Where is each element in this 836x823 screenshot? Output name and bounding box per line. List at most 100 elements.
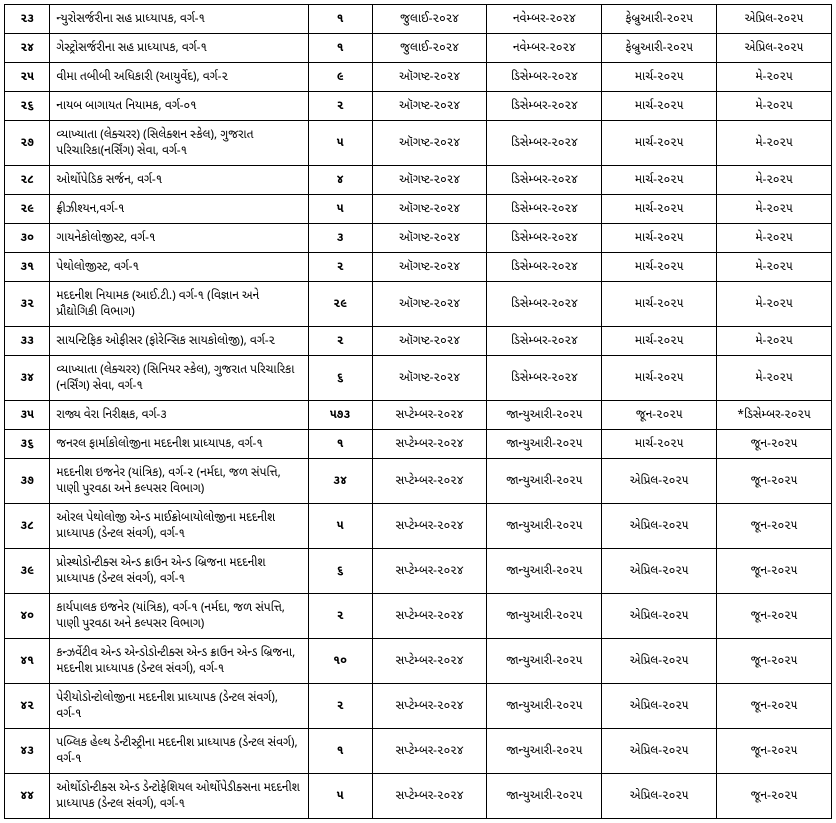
- sr-no: ૩૮: [5, 504, 50, 549]
- table-row: ૩૮ઓરલ પેથોલોજી એન્ડ માઈક્રોબાયોલોજીના મદ…: [5, 504, 832, 549]
- date-col-1: સપ્ટેમ્બર-૨૦૨૪: [372, 459, 487, 504]
- date-col-1: સપ્ટેમ્બર-૨૦૨૪: [372, 774, 487, 819]
- sr-no: ૨૫: [5, 63, 50, 92]
- date-col-1: ઑગષ્ટ-૨૦૨૪: [372, 195, 487, 224]
- date-col-4: જૂન-૨૦૨૫: [717, 549, 832, 594]
- date-col-2: ડિસેમ્બર-૨૦૨૪: [487, 253, 602, 282]
- sr-no: ૨૩: [5, 5, 50, 34]
- vacancies: ૩૪: [308, 459, 372, 504]
- date-col-3: માર્ચ-૨૦૨૫: [602, 224, 717, 253]
- date-col-3: એપ્રિલ-૨૦૨૫: [602, 459, 717, 504]
- table-row: ૩૦ગાયનેકોલોજીસ્ટ, વર્ગ-૧૩ઑગષ્ટ-૨૦૨૪ડિસેમ…: [5, 224, 832, 253]
- date-col-3: ફેબ્રુઆરી-૨૦૨૫: [602, 5, 717, 34]
- schedule-table: ૨૩ન્યુરોસર્જરીના સહ પ્રાધ્યાપક, વર્ગ-૧૧જ…: [4, 4, 832, 819]
- date-col-2: ડિસેમ્બર-૨૦૨૪: [487, 282, 602, 327]
- table-row: ૪૦કાર્યપાલક ઇજનેર (યાંત્રિક), વર્ગ-૧ (નર…: [5, 594, 832, 639]
- post-name: કાર્યપાલક ઇજનેર (યાંત્રિક), વર્ગ-૧ (નર્મ…: [50, 594, 308, 639]
- sr-no: ૩૩: [5, 327, 50, 356]
- date-col-1: જુલાઈ-૨૦૨૪: [372, 34, 487, 63]
- date-col-1: સપ્ટેમ્બર-૨૦૨૪: [372, 401, 487, 430]
- date-col-4: જૂન-૨૦૨૫: [717, 430, 832, 459]
- table-row: ૩૫રાજ્ય વેરા નિરીક્ષક, વર્ગ-૩૫૭૩સપ્ટેમ્બ…: [5, 401, 832, 430]
- date-col-3: એપ્રિલ-૨૦૨૫: [602, 594, 717, 639]
- post-name: રાજ્ય વેરા નિરીક્ષક, વર્ગ-૩: [50, 401, 308, 430]
- date-col-4: મે-૨૦૨૫: [717, 195, 832, 224]
- post-name: પેરીયોડોન્ટોલોજીના મદદનીશ પ્રાધ્યાપક (ડે…: [50, 684, 308, 729]
- table-row: ૨૩ન્યુરોસર્જરીના સહ પ્રાધ્યાપક, વર્ગ-૧૧જ…: [5, 5, 832, 34]
- date-col-2: ડિસેમ્બર-૨૦૨૪: [487, 121, 602, 166]
- date-col-1: સપ્ટેમ્બર-૨૦૨૪: [372, 549, 487, 594]
- post-name: ન્યુરોસર્જરીના સહ પ્રાધ્યાપક, વર્ગ-૧: [50, 5, 308, 34]
- sr-no: ૨૮: [5, 166, 50, 195]
- date-col-1: સપ્ટેમ્બર-૨૦૨૪: [372, 594, 487, 639]
- date-col-2: જાન્યુઆરી-૨૦૨૫: [487, 504, 602, 549]
- vacancies: ૫: [308, 504, 372, 549]
- date-col-4: મે-૨૦૨૫: [717, 224, 832, 253]
- date-col-4: મે-૨૦૨૫: [717, 253, 832, 282]
- sr-no: ૪૩: [5, 729, 50, 774]
- date-col-4: એપ્રિલ-૨૦૨૫: [717, 5, 832, 34]
- date-col-2: ડિસેમ્બર-૨૦૨૪: [487, 356, 602, 401]
- sr-no: ૪૨: [5, 684, 50, 729]
- date-col-2: જાન્યુઆરી-૨૦૨૫: [487, 639, 602, 684]
- date-col-2: ડિસેમ્બર-૨૦૨૪: [487, 327, 602, 356]
- sr-no: ૩૨: [5, 282, 50, 327]
- table-row: ૩૯પ્રોસ્થોડોન્ટીક્સ એન્ડ ક્રાઉન એન્ડ બ્ર…: [5, 549, 832, 594]
- date-col-3: એપ્રિલ-૨૦૨૫: [602, 504, 717, 549]
- date-col-2: જાન્યુઆરી-૨૦૨૫: [487, 549, 602, 594]
- table-row: ૩૪વ્યાખ્યાતા (લેક્ચરર) (સિનિયર સ્કેલ), ગ…: [5, 356, 832, 401]
- date-col-3: માર્ચ-૨૦૨૫: [602, 282, 717, 327]
- date-col-3: ફેબ્રુઆરી-૨૦૨૫: [602, 34, 717, 63]
- date-col-3: માર્ચ-૨૦૨૫: [602, 63, 717, 92]
- date-col-4: જૂન-૨૦૨૫: [717, 459, 832, 504]
- date-col-1: ઑગષ્ટ-૨૦૨૪: [372, 253, 487, 282]
- date-col-4: જૂન-૨૦૨૫: [717, 504, 832, 549]
- vacancies: ૩: [308, 224, 372, 253]
- date-col-3: માર્ચ-૨૦૨૫: [602, 92, 717, 121]
- vacancies: ૬: [308, 356, 372, 401]
- date-col-1: ઑગષ્ટ-૨૦૨૪: [372, 224, 487, 253]
- date-col-2: જાન્યુઆરી-૨૦૨૫: [487, 684, 602, 729]
- post-name: પબ્લિક હેલ્થ ડેન્ટીસ્ટ્રીના મદદનીશ પ્રાધ…: [50, 729, 308, 774]
- date-col-1: સપ્ટેમ્બર-૨૦૨૪: [372, 729, 487, 774]
- date-col-2: નવેમ્બર-૨૦૨૪: [487, 34, 602, 63]
- date-col-1: જુલાઈ-૨૦૨૪: [372, 5, 487, 34]
- table-row: ૪૧કન્ઝર્વેટીવ એન્ડ એન્ડોડોન્ટીક્સ એન્ડ ક…: [5, 639, 832, 684]
- vacancies: ૨: [308, 684, 372, 729]
- table-row: ૨૪ગેસ્ટ્રોસર્જરીના સહ પ્રાધ્યાપક, વર્ગ-૧…: [5, 34, 832, 63]
- date-col-4: એપ્રિલ-૨૦૨૫: [717, 34, 832, 63]
- post-name: ફ્રીઝીશ્યન,વર્ગ-૧: [50, 195, 308, 224]
- vacancies: ૧: [308, 34, 372, 63]
- date-col-4: મે-૨૦૨૫: [717, 166, 832, 195]
- date-col-3: માર્ચ-૨૦૨૫: [602, 253, 717, 282]
- date-col-3: એપ્રિલ-૨૦૨૫: [602, 549, 717, 594]
- date-col-3: એપ્રિલ-૨૦૨૫: [602, 729, 717, 774]
- date-col-3: માર્ચ-૨૦૨૫: [602, 356, 717, 401]
- table-row: ૨૯ફ્રીઝીશ્યન,વર્ગ-૧૫ઑગષ્ટ-૨૦૨૪ડિસેમ્બર-૨…: [5, 195, 832, 224]
- date-col-2: ડિસેમ્બર-૨૦૨૪: [487, 166, 602, 195]
- table-row: ૪૪ઓર્થોડોન્ટીક્સ એન્ડ ડેન્ટોફેશિયલ ઓર્થો…: [5, 774, 832, 819]
- vacancies: ૬: [308, 549, 372, 594]
- date-col-2: જાન્યુઆરી-૨૦૨૫: [487, 729, 602, 774]
- date-col-4: મે-૨૦૨૫: [717, 63, 832, 92]
- post-name: મદદનીશ ઇજનેર (યાંત્રિક), વર્ગ-૨ (નર્મદા,…: [50, 459, 308, 504]
- sr-no: ૨૪: [5, 34, 50, 63]
- date-col-2: જાન્યુઆરી-૨૦૨૫: [487, 594, 602, 639]
- sr-no: ૩૭: [5, 459, 50, 504]
- vacancies: ૫: [308, 121, 372, 166]
- sr-no: ૨૬: [5, 92, 50, 121]
- date-col-1: સપ્ટેમ્બર-૨૦૨૪: [372, 684, 487, 729]
- vacancies: ૨: [308, 253, 372, 282]
- sr-no: ૩૪: [5, 356, 50, 401]
- sr-no: ૨૭: [5, 121, 50, 166]
- sr-no: ૩૦: [5, 224, 50, 253]
- vacancies: ૫: [308, 195, 372, 224]
- sr-no: ૩૧: [5, 253, 50, 282]
- post-name: ગાયનેકોલોજીસ્ટ, વર્ગ-૧: [50, 224, 308, 253]
- sr-no: ૩૫: [5, 401, 50, 430]
- date-col-4: *ડિસેમ્બર-૨૦૨૫: [717, 401, 832, 430]
- vacancies: ૫: [308, 774, 372, 819]
- post-name: મદદનીશ નિયામક (આઈ.ટી.) વર્ગ-૧ (વિજ્ઞાન અ…: [50, 282, 308, 327]
- date-col-4: મે-૨૦૨૫: [717, 121, 832, 166]
- vacancies: ૧: [308, 430, 372, 459]
